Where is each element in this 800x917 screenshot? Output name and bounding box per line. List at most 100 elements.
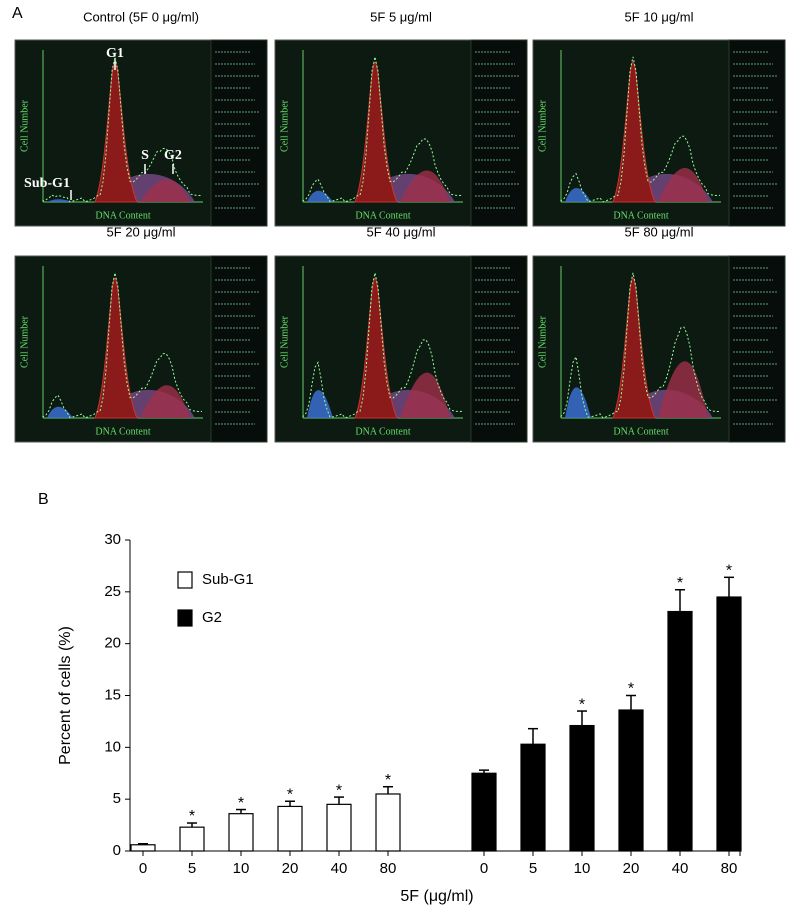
plot-title: 5F 10 μg/ml	[625, 9, 694, 24]
significance-marker: *	[336, 782, 342, 799]
x-tick-label: 10	[233, 860, 250, 877]
g2-area	[140, 385, 190, 418]
significance-marker: *	[579, 696, 585, 713]
sub-g1-area	[307, 390, 333, 418]
phase-label: S	[141, 148, 149, 163]
y-tick-label: 15	[104, 686, 121, 703]
legend-swatch	[177, 609, 193, 627]
x-tick-label: 10	[574, 860, 591, 877]
x-tick-label: 20	[282, 860, 299, 877]
x-tick-label: 0	[480, 860, 488, 877]
bar	[520, 743, 546, 852]
bar	[179, 826, 205, 852]
significance-marker: *	[189, 808, 195, 825]
fit-curve	[560, 56, 721, 203]
significance-marker: *	[677, 575, 683, 592]
fit-curve	[42, 56, 203, 203]
x-axis-label: DNA Content	[355, 210, 411, 221]
significance-marker: *	[385, 772, 391, 789]
x-tick-label: 0	[139, 860, 147, 877]
y-axis-label: Cell Number	[279, 99, 290, 152]
bar	[667, 610, 693, 852]
sub-g1-area	[47, 406, 73, 418]
stats-panel	[470, 39, 528, 227]
y-axis-label: Cell Number	[19, 315, 30, 368]
plot-title: 5F 20 μg/ml	[107, 224, 176, 239]
fit-curve	[302, 272, 463, 419]
significance-marker: *	[287, 786, 293, 803]
y-tick-label: 20	[104, 635, 121, 652]
x-tick-label: 40	[331, 860, 348, 877]
stats-panel	[470, 255, 528, 443]
fit-curve	[560, 272, 721, 419]
y-axis-label: Cell Number	[537, 99, 548, 152]
g1-peak	[354, 277, 398, 419]
panel-label: A	[12, 5, 23, 22]
significance-marker: *	[628, 681, 634, 698]
g2-area	[400, 170, 450, 202]
plot-title: 5F 40 μg/ml	[367, 224, 436, 239]
y-axis-label: Cell Number	[19, 99, 30, 152]
legend-swatch	[177, 571, 193, 589]
bar	[375, 793, 401, 852]
flow-histogram: DNA Content Cell Number G1 S G2 Sub-G1	[14, 39, 268, 227]
significance-marker: *	[726, 563, 732, 580]
x-axis-title: 5F (μg/ml)	[400, 888, 473, 905]
y-tick-label: 25	[104, 583, 121, 600]
stats-panel	[210, 255, 268, 443]
legend-label: G2	[202, 609, 222, 626]
y-axis-title: Percent of cells (%)	[57, 626, 74, 765]
flow-histogram: DNA Content Cell Number	[274, 39, 528, 227]
sub-g1-area	[47, 199, 73, 202]
bar	[277, 805, 303, 852]
sub-g1-area	[307, 190, 333, 202]
bar	[471, 772, 497, 852]
x-tick-label: 5	[188, 860, 196, 877]
legend-label: Sub-G1	[202, 571, 254, 588]
g2-area	[140, 179, 190, 202]
x-axis-label: DNA Content	[355, 426, 411, 437]
bar	[569, 724, 595, 852]
g2-area	[658, 361, 708, 418]
bar	[618, 709, 644, 852]
y-tick-label: 5	[113, 790, 121, 807]
bar	[716, 596, 742, 852]
phase-label: G2	[164, 148, 182, 163]
flow-histogram: DNA Content Cell Number	[274, 255, 528, 443]
x-axis-label: DNA Content	[613, 210, 669, 221]
flow-histogram: DNA Content Cell Number	[14, 255, 268, 443]
sub-g1-area	[565, 188, 591, 202]
x-tick-label: 80	[721, 860, 738, 877]
fit-curve	[302, 56, 463, 203]
sub-g1-area	[565, 387, 591, 418]
phase-label: Sub-G1	[24, 176, 70, 191]
plot-title: 5F 80 μg/ml	[625, 224, 694, 239]
x-tick-label: 20	[623, 860, 640, 877]
y-tick-label: 0	[113, 842, 121, 859]
flow-histogram: DNA Content Cell Number	[532, 255, 786, 443]
panel-label: B	[38, 491, 49, 508]
flow-histogram: DNA Content Cell Number	[532, 39, 786, 227]
plot-title: 5F 5 μg/ml	[370, 9, 432, 24]
bar	[130, 844, 156, 852]
y-axis-label: Cell Number	[279, 315, 290, 368]
x-tick-label: 40	[672, 860, 689, 877]
phase-label: G1	[106, 46, 124, 61]
y-axis-label: Cell Number	[537, 315, 548, 368]
x-axis-label: DNA Content	[613, 426, 669, 437]
stats-panel	[210, 39, 268, 227]
significance-marker: *	[238, 795, 244, 812]
stats-panel	[728, 39, 786, 227]
x-axis-label: DNA Content	[95, 426, 151, 437]
stats-panel	[728, 255, 786, 443]
bar	[326, 803, 352, 852]
y-tick-label: 10	[104, 738, 121, 755]
g2-area	[658, 167, 708, 202]
g1-peak	[612, 61, 656, 203]
bar	[228, 813, 254, 852]
x-axis-label: DNA Content	[95, 210, 151, 221]
plot-title: Control (5F 0 μg/ml)	[83, 9, 199, 24]
y-tick-label: 30	[104, 531, 121, 548]
